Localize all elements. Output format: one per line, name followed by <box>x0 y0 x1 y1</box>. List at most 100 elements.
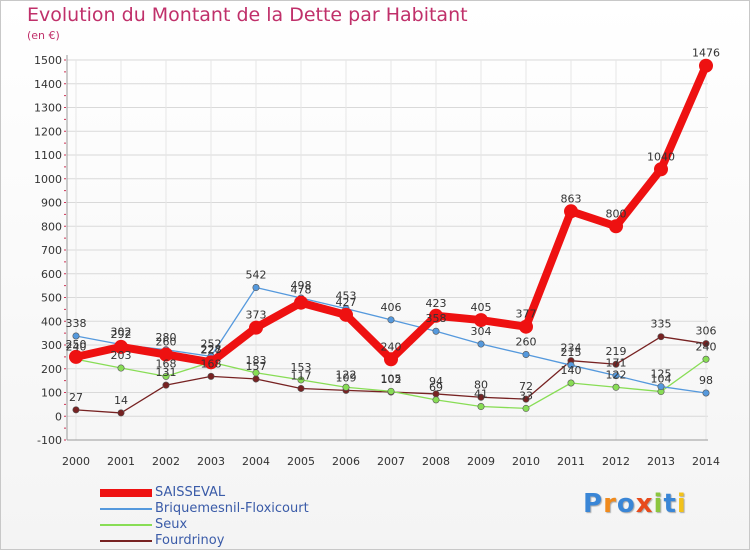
data-point <box>522 350 530 358</box>
x-tick-label: 2006 <box>332 455 360 468</box>
data-label: 125 <box>651 368 672 381</box>
data-point <box>117 364 125 372</box>
logo-letter: x <box>635 489 654 519</box>
x-tick-label: 2009 <box>467 455 495 468</box>
x-tick-label: 2011 <box>557 455 585 468</box>
data-label: 219 <box>606 345 627 358</box>
data-point <box>657 333 665 341</box>
data-point <box>294 295 308 310</box>
data-point <box>384 352 398 367</box>
data-label: 122 <box>336 368 357 381</box>
data-point <box>477 403 485 411</box>
y-tick-label: 1100 <box>34 149 62 162</box>
data-label: 227 <box>201 343 222 356</box>
y-tick-label: 1200 <box>34 125 62 138</box>
legend-swatch-fourdrinoy <box>100 540 152 542</box>
y-tick-label: 900 <box>41 197 62 210</box>
data-point <box>339 307 353 322</box>
data-label: 800 <box>606 207 627 220</box>
x-tick-label: 2001 <box>107 455 135 468</box>
data-label: 203 <box>111 349 132 362</box>
data-label: 542 <box>246 269 267 282</box>
data-label: 306 <box>696 325 717 338</box>
data-label: 373 <box>246 309 267 322</box>
data-label: 260 <box>156 336 177 349</box>
x-tick-label: 2014 <box>692 455 720 468</box>
data-point <box>72 406 80 414</box>
data-point <box>522 395 530 403</box>
data-label: 171 <box>606 357 627 370</box>
data-label: 423 <box>426 297 447 310</box>
data-label: 168 <box>156 357 177 370</box>
data-label: 140 <box>561 364 582 377</box>
data-point <box>702 389 710 397</box>
data-point <box>297 384 305 392</box>
y-tick-label: 600 <box>41 268 62 281</box>
data-label: 183 <box>246 354 267 367</box>
data-point <box>612 360 620 368</box>
data-point <box>519 319 533 334</box>
x-tick-label: 2004 <box>242 455 270 468</box>
data-label: 478 <box>291 284 312 297</box>
legend-label-fourdrinoy: Fourdrinoy <box>155 533 225 548</box>
data-point <box>162 372 170 380</box>
data-point <box>474 313 488 328</box>
data-label: 453 <box>336 290 357 303</box>
legend-item-saisseval: SAISSEVAL <box>100 485 360 501</box>
logo-letter: i <box>653 489 664 519</box>
x-tick-label: 2010 <box>512 455 540 468</box>
logo-letter: i <box>676 489 687 519</box>
data-point <box>477 340 485 348</box>
data-label: 338 <box>66 317 87 330</box>
y-tick-label: 1300 <box>34 102 62 115</box>
data-label: 102 <box>381 373 402 386</box>
y-tick-label: 500 <box>41 292 62 305</box>
data-label: 250 <box>66 338 87 351</box>
x-tick-label: 2002 <box>152 455 180 468</box>
chart-title: Evolution du Montant de la Dette par Hab… <box>27 4 468 26</box>
legend-swatch-saisseval <box>100 489 152 497</box>
legend-item-briquemesnil: Briquemesnil-Floxicourt <box>100 501 360 517</box>
data-point <box>252 369 260 377</box>
data-label: 27 <box>69 391 83 404</box>
data-point <box>162 381 170 389</box>
data-point <box>249 320 263 335</box>
y-tick-label: 100 <box>41 387 62 400</box>
data-label: 252 <box>201 337 222 350</box>
data-label: 98 <box>699 374 713 387</box>
data-point <box>432 327 440 335</box>
data-point <box>702 340 710 348</box>
data-label: 304 <box>471 325 492 338</box>
y-tick-label: 1000 <box>34 173 62 186</box>
data-label: 104 <box>651 373 672 386</box>
data-label: 72 <box>519 380 533 393</box>
data-label: 260 <box>516 336 537 349</box>
data-label: 41 <box>474 388 488 401</box>
data-label: 240 <box>381 340 402 353</box>
data-label: 69 <box>429 381 443 394</box>
legend-label-saisseval: SAISSEVAL <box>155 485 226 500</box>
y-tick-label: 700 <box>41 244 62 257</box>
x-tick-label: 2000 <box>62 455 90 468</box>
data-label: 168 <box>201 357 222 370</box>
x-tick-label: 2007 <box>377 455 405 468</box>
y-tick-label: 1400 <box>34 78 62 91</box>
logo-letter: r <box>603 489 617 519</box>
data-label: 1476 <box>692 47 720 60</box>
legend-item-seux: Seux <box>100 517 360 533</box>
data-point <box>657 383 665 391</box>
data-point <box>699 58 713 73</box>
data-label: 302 <box>111 326 132 339</box>
data-point <box>114 339 128 354</box>
data-point <box>612 372 620 380</box>
data-label: 153 <box>291 361 312 374</box>
data-point <box>387 387 395 395</box>
data-point <box>567 361 575 369</box>
data-point <box>207 372 215 380</box>
y-tick-label: 400 <box>41 315 62 328</box>
data-point <box>612 383 620 391</box>
data-point <box>429 308 443 323</box>
x-tick-label: 2005 <box>287 455 315 468</box>
data-point <box>252 375 260 383</box>
